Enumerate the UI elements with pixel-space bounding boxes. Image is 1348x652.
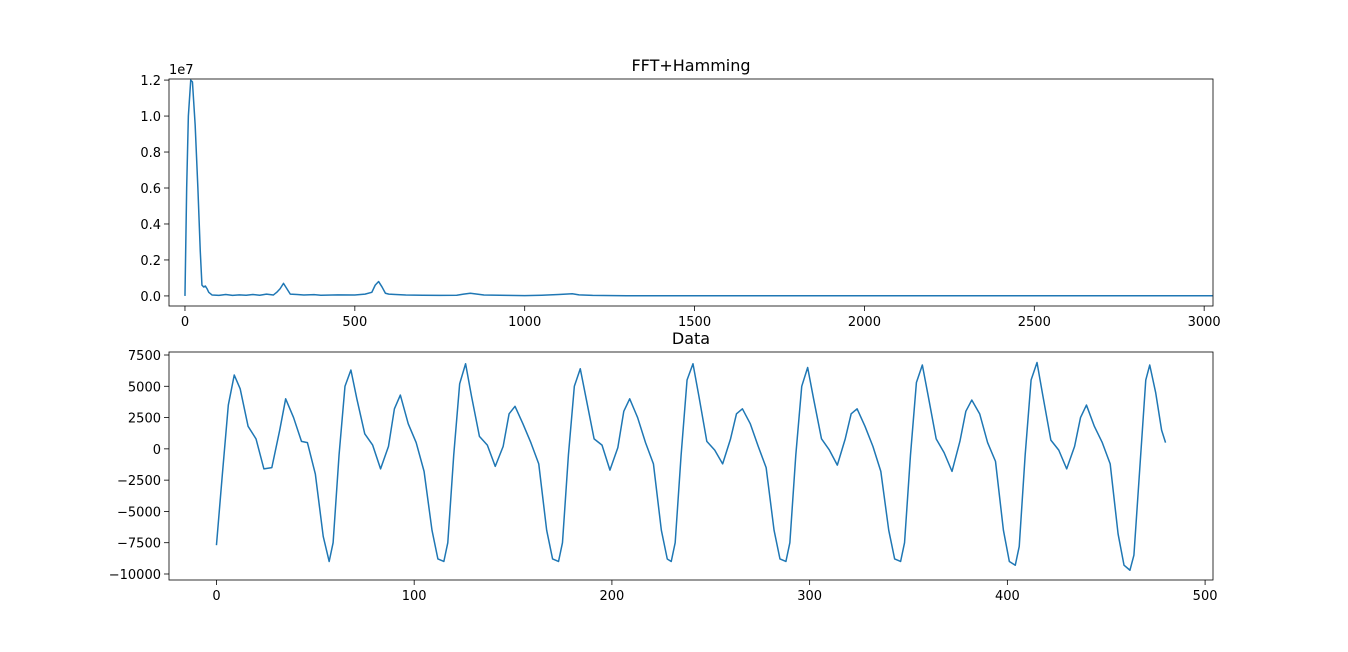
x-tick-label: 500 [342,315,367,330]
x-tick-label: 1500 [678,315,711,330]
chart-title: Data [672,329,710,348]
chart-title: FFT+Hamming [631,56,750,75]
y-tick-label: −7500 [117,537,161,552]
y-tick-label: 0.6 [140,182,161,197]
y-tick-label: 0.4 [140,218,161,233]
x-tick-label: 2500 [1018,315,1051,330]
y-tick-label: 1.0 [140,110,161,125]
y-tick-label: −2500 [117,474,161,489]
x-tick-label: 2000 [848,315,881,330]
data-line [215,361,1167,571]
x-tick-label: 0 [212,589,220,604]
y-tick-label: 5000 [128,380,161,395]
y-tick-label: 0.0 [140,290,161,305]
y-tick-label: 1.2 [140,74,161,89]
y-tick-label: 2500 [128,412,161,427]
x-tick-label: 500 [1193,589,1218,604]
y-tick-label: −5000 [117,505,161,520]
offset-label: 1e7 [169,63,194,78]
x-tick-label: 100 [402,589,427,604]
x-tick-label: 0 [181,315,189,330]
x-tick-label: 400 [995,589,1020,604]
y-tick-label: 0 [153,443,161,458]
x-tick-label: 200 [599,589,624,604]
x-tick-label: 1000 [508,315,541,330]
y-tick-label: 0.2 [140,254,161,269]
data-line [184,79,1213,297]
axes-frame [168,351,1214,581]
x-tick-label: 300 [797,589,822,604]
y-tick-label: 7500 [128,349,161,364]
y-tick-label: 0.8 [140,146,161,161]
x-tick-label: 3000 [1188,315,1221,330]
axes-frame [168,78,1214,307]
y-tick-label: −10000 [109,568,161,583]
